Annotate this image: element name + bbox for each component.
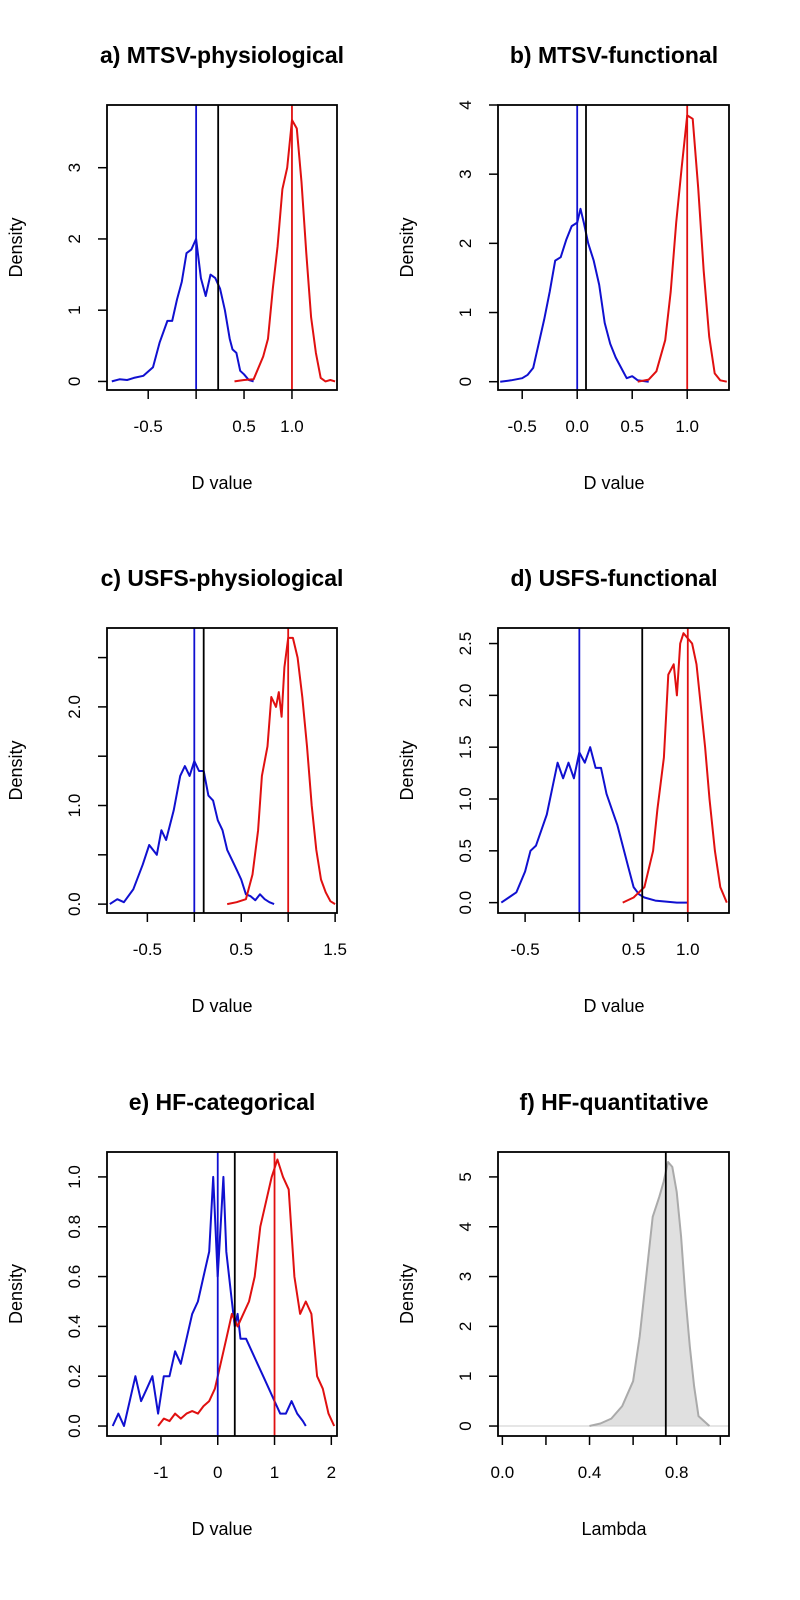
x-tick-label: 0.0 bbox=[565, 417, 589, 436]
x-tick-label: -0.5 bbox=[134, 417, 163, 436]
y-tick-label: 0.5 bbox=[456, 839, 475, 863]
x-tick-label: -0.5 bbox=[510, 940, 539, 959]
y-tick-label: 1 bbox=[456, 1371, 475, 1380]
x-tick-label: 0 bbox=[213, 1463, 222, 1482]
y-tick-label: 0.8 bbox=[65, 1215, 84, 1239]
y-axis-label: Density bbox=[397, 1264, 417, 1324]
y-tick-label: 1.0 bbox=[65, 1165, 84, 1189]
y-tick-label: 4 bbox=[456, 100, 475, 109]
y-tick-label: 0 bbox=[456, 1421, 475, 1430]
y-tick-label: 2 bbox=[456, 239, 475, 248]
y-tick-label: 4 bbox=[456, 1222, 475, 1231]
panel-title: d) USFS-functional bbox=[511, 565, 718, 591]
density-curve-2 bbox=[227, 636, 336, 906]
plot-frame bbox=[106, 1151, 338, 1437]
y-axis-label: Density bbox=[397, 740, 417, 800]
x-tick-label: 1.0 bbox=[676, 940, 700, 959]
x-tick-label: 2 bbox=[327, 1463, 336, 1482]
x-tick-label: 1 bbox=[270, 1463, 279, 1482]
y-tick-label: 1.0 bbox=[456, 787, 475, 811]
y-tick-label: 2.0 bbox=[65, 695, 84, 719]
y-axis-label: Density bbox=[397, 217, 417, 277]
density-curve-2 bbox=[637, 114, 728, 383]
density-curve-1 bbox=[500, 207, 649, 383]
y-tick-label: 1.0 bbox=[65, 794, 84, 818]
y-tick-label: 0.2 bbox=[65, 1364, 84, 1388]
density-curve-2 bbox=[157, 1158, 336, 1427]
density-area-fill bbox=[589, 1162, 710, 1426]
x-tick-label: 0.0 bbox=[491, 1463, 515, 1482]
panel-f-hf-quantitative: f) HF-quantitative 0.0 0.4 0.8 0 1 2 3 4 5 Lambda D… bbox=[397, 1089, 730, 1539]
y-tick-label: 0.0 bbox=[65, 892, 84, 916]
y-tick-label: 1.5 bbox=[456, 735, 475, 759]
y-tick-label: 3 bbox=[456, 1272, 475, 1281]
panel-title: a) MTSV-physiological bbox=[100, 42, 344, 68]
y-axis-label: Density bbox=[6, 740, 26, 800]
panel-d-usfs-functional: d) USFS-functional -0.5 0.5 1.0 0.0 0.5 1.0 1.5… bbox=[397, 565, 730, 1016]
y-tick-label: 0.0 bbox=[65, 1414, 84, 1438]
x-tick-label: -0.5 bbox=[508, 417, 537, 436]
density-curve-1 bbox=[589, 1161, 711, 1427]
y-tick-label: 3 bbox=[456, 169, 475, 178]
x-axis-label: D value bbox=[583, 996, 644, 1016]
panel-e-hf-categorical: e) HF-categorical -1 0 1 2 0.0 0.2 0.4 0.6 0.8 1.0… bbox=[6, 1089, 338, 1539]
density-curve-1 bbox=[111, 1175, 307, 1427]
panel-title: f) HF-quantitative bbox=[519, 1089, 708, 1115]
panel-title: b) MTSV-functional bbox=[510, 42, 718, 68]
x-tick-label: -1 bbox=[153, 1463, 168, 1482]
y-tick-label: 0 bbox=[65, 377, 84, 386]
density-curve-1 bbox=[500, 746, 688, 904]
plot-frame bbox=[106, 627, 338, 914]
y-tick-label: 0.0 bbox=[456, 891, 475, 915]
y-axis-label: Density bbox=[6, 217, 26, 277]
y-tick-label: 0.6 bbox=[65, 1265, 84, 1289]
x-tick-label: 1.0 bbox=[280, 417, 304, 436]
panel-title: e) HF-categorical bbox=[129, 1089, 316, 1115]
x-axis-label: Lambda bbox=[581, 1519, 647, 1539]
plot-frame bbox=[497, 627, 730, 914]
density-curve-2 bbox=[234, 119, 336, 383]
x-axis-label: D value bbox=[191, 473, 252, 493]
x-tick-label: -0.5 bbox=[133, 940, 162, 959]
plot-frame bbox=[106, 104, 338, 391]
x-axis-label: D value bbox=[583, 473, 644, 493]
y-tick-label: 0.4 bbox=[65, 1315, 84, 1339]
y-tick-label: 2.0 bbox=[456, 684, 475, 708]
panel-title: c) USFS-physiological bbox=[101, 565, 344, 591]
density-curve-1 bbox=[111, 237, 254, 383]
y-tick-label: 2 bbox=[65, 234, 84, 243]
x-tick-label: 1.0 bbox=[675, 417, 699, 436]
x-tick-label: 0.5 bbox=[620, 417, 644, 436]
panel-b-mtsv-functional: b) MTSV-functional -0.5 0.0 0.5 1.0 0 1 2 3 4 D va… bbox=[397, 42, 730, 493]
x-tick-label: 1.5 bbox=[323, 940, 347, 959]
y-tick-label: 1 bbox=[65, 305, 84, 314]
x-axis-label: D value bbox=[191, 1519, 252, 1539]
x-tick-label: 0.5 bbox=[232, 417, 256, 436]
plot-frame bbox=[497, 1151, 730, 1437]
x-tick-label: 0.4 bbox=[578, 1463, 602, 1482]
y-tick-label: 1 bbox=[456, 308, 475, 317]
x-tick-label: 0.8 bbox=[665, 1463, 689, 1482]
x-axis-label: D value bbox=[191, 996, 252, 1016]
x-tick-label: 0.5 bbox=[622, 940, 646, 959]
density-curve-2 bbox=[622, 632, 728, 904]
x-tick-label: 0.5 bbox=[229, 940, 253, 959]
y-tick-label: 5 bbox=[456, 1172, 475, 1181]
y-axis-label: Density bbox=[6, 1264, 26, 1324]
y-tick-label: 2 bbox=[456, 1322, 475, 1331]
y-tick-label: 0 bbox=[456, 377, 475, 386]
plot-frame bbox=[497, 104, 730, 391]
panel-c-usfs-physiological: c) USFS-physiological -0.5 0.5 1.5 0.0 1.0 2.0… bbox=[6, 565, 347, 1016]
y-tick-label: 3 bbox=[65, 163, 84, 172]
panel-a-mtsv-physiological: a) MTSV-physiological -0.5 0.5 1.0 0 1 2 3 D val… bbox=[6, 42, 344, 493]
y-tick-label: 2.5 bbox=[456, 632, 475, 656]
